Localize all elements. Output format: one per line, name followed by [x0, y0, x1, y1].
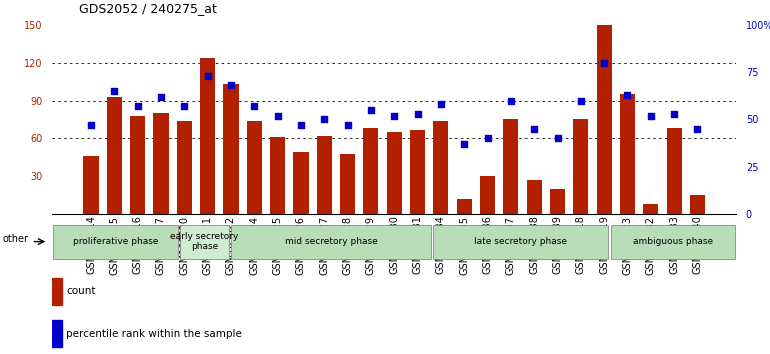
Bar	[434, 121, 448, 214]
Bar	[690, 195, 705, 214]
Bar	[52, 278, 62, 305]
Bar	[550, 189, 565, 214]
Point	[132, 103, 144, 109]
Bar	[527, 180, 542, 214]
Bar	[246, 121, 262, 214]
Point	[574, 98, 587, 103]
Point	[528, 126, 541, 132]
Point	[644, 113, 657, 119]
Point	[318, 116, 330, 122]
Bar	[480, 176, 495, 214]
Bar	[293, 152, 309, 214]
Point	[155, 94, 167, 99]
Bar	[643, 204, 658, 214]
Bar	[52, 320, 62, 347]
Point	[248, 103, 260, 109]
Bar	[177, 121, 192, 214]
Point	[109, 88, 121, 94]
Bar	[316, 136, 332, 214]
Point	[295, 122, 307, 128]
Text: late secretory phase: late secretory phase	[474, 237, 567, 246]
Point	[85, 122, 97, 128]
Bar	[597, 25, 611, 214]
Bar	[363, 128, 379, 214]
Bar	[434, 224, 608, 259]
Bar	[573, 119, 588, 214]
Bar	[107, 97, 122, 214]
Text: proliferative phase: proliferative phase	[73, 237, 159, 246]
Bar	[667, 128, 681, 214]
Bar	[130, 116, 146, 214]
Text: percentile rank within the sample: percentile rank within the sample	[66, 329, 242, 339]
Bar	[53, 224, 178, 259]
Bar	[504, 119, 518, 214]
Bar	[387, 132, 402, 214]
Point	[481, 136, 494, 141]
Bar	[83, 156, 99, 214]
Point	[272, 113, 284, 119]
Point	[458, 141, 470, 147]
Bar	[270, 137, 285, 214]
Bar	[457, 199, 472, 214]
Point	[435, 102, 447, 107]
Point	[598, 60, 611, 65]
Point	[365, 107, 377, 113]
Text: ambiguous phase: ambiguous phase	[633, 237, 713, 246]
Text: count: count	[66, 286, 95, 296]
Bar	[340, 154, 355, 214]
Point	[388, 113, 400, 119]
Point	[341, 122, 353, 128]
Point	[202, 73, 214, 79]
Bar	[180, 224, 229, 259]
Bar	[223, 84, 239, 214]
Point	[504, 98, 517, 103]
Bar	[231, 224, 431, 259]
Text: other: other	[2, 234, 28, 244]
Point	[178, 103, 190, 109]
Bar	[611, 224, 735, 259]
Point	[668, 111, 680, 116]
Text: GDS2052 / 240275_at: GDS2052 / 240275_at	[79, 2, 217, 15]
Point	[621, 92, 634, 98]
Point	[225, 82, 237, 88]
Point	[691, 126, 704, 132]
Bar	[410, 130, 425, 214]
Text: early secretory
phase: early secretory phase	[170, 232, 239, 251]
Point	[411, 111, 424, 116]
Bar	[153, 113, 169, 214]
Bar	[620, 94, 635, 214]
Text: mid secretory phase: mid secretory phase	[285, 237, 377, 246]
Point	[551, 136, 564, 141]
Bar	[200, 58, 216, 214]
